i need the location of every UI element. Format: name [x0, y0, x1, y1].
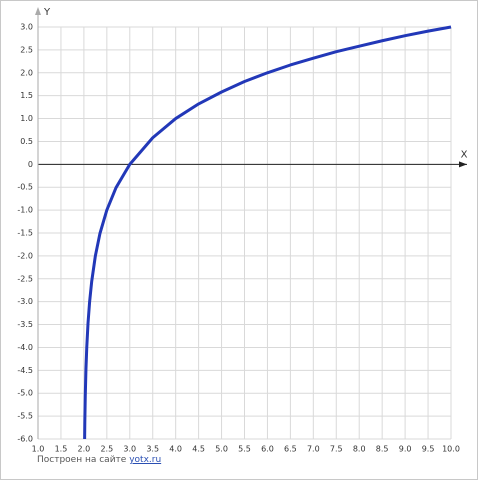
x-tick-label: 9.5	[422, 445, 435, 454]
y-tick-label: -2.5	[17, 274, 33, 283]
footer-link[interactable]: yotx.ru	[129, 455, 162, 465]
y-tick-label: -4.5	[17, 366, 33, 375]
y-tick-label: 1.0	[20, 114, 33, 123]
y-tick-label: -1.0	[17, 206, 33, 215]
y-tick-label: -3.0	[17, 297, 33, 306]
x-tick-label: 2.5	[100, 445, 113, 454]
x-tick-label: 10.0	[442, 445, 460, 454]
y-tick-label: 2.5	[20, 45, 33, 54]
y-tick-label: -4.0	[17, 343, 33, 352]
y-tick-label: 0.5	[20, 137, 33, 146]
x-tick-label: 2.0	[78, 445, 91, 454]
x-tick-label: 8.0	[353, 445, 366, 454]
x-axis-arrow	[459, 161, 467, 168]
footer-text: Построен на сайте	[37, 455, 127, 465]
x-tick-label: 4.0	[169, 445, 182, 454]
y-tick-label: 3.0	[20, 23, 33, 32]
x-tick-label: 1.5	[55, 445, 68, 454]
x-tick-label: 3.5	[146, 445, 159, 454]
y-axis-label: Y	[43, 7, 51, 18]
y-tick-label: -0.5	[17, 183, 33, 192]
y-tick-label: -2.0	[17, 251, 33, 260]
chart: 1.0 1.5 2.0 2.5 3.0 3.5 4.0 4.5 5.0 5.5 6.0 6.5 7.0 7…	[17, 7, 468, 454]
y-tick-label: -6.0	[17, 435, 33, 444]
y-tick-label: -5.5	[17, 412, 33, 421]
y-tick-label: 0	[28, 160, 33, 169]
x-axis-label: X	[461, 149, 468, 160]
y-tick-label: 1.5	[20, 91, 33, 100]
x-tick-label: 6.5	[284, 445, 297, 454]
x-tick-label: 8.5	[376, 445, 389, 454]
x-tick-label: 4.5	[192, 445, 205, 454]
y-tick-label: 2.0	[20, 68, 33, 77]
footer: Построен на сайте yotx.ru	[37, 455, 161, 465]
y-tick-label: -1.5	[17, 229, 33, 238]
x-tick-label: 6.0	[261, 445, 274, 454]
x-tick-label: 9.0	[399, 445, 412, 454]
data-line	[83, 25, 452, 440]
x-tick-label: 5.0	[215, 445, 228, 454]
x-tick-label: 3.0	[123, 445, 136, 454]
x-tick-label: 5.5	[238, 445, 251, 454]
y-axis-arrow	[35, 7, 41, 15]
x-tick-label: 1.0	[32, 445, 45, 454]
x-tick-label: 7.0	[307, 445, 320, 454]
x-tick-label: 7.5	[330, 445, 343, 454]
y-tick-label: -3.5	[17, 320, 33, 329]
y-tick-label: -5.0	[17, 389, 33, 398]
